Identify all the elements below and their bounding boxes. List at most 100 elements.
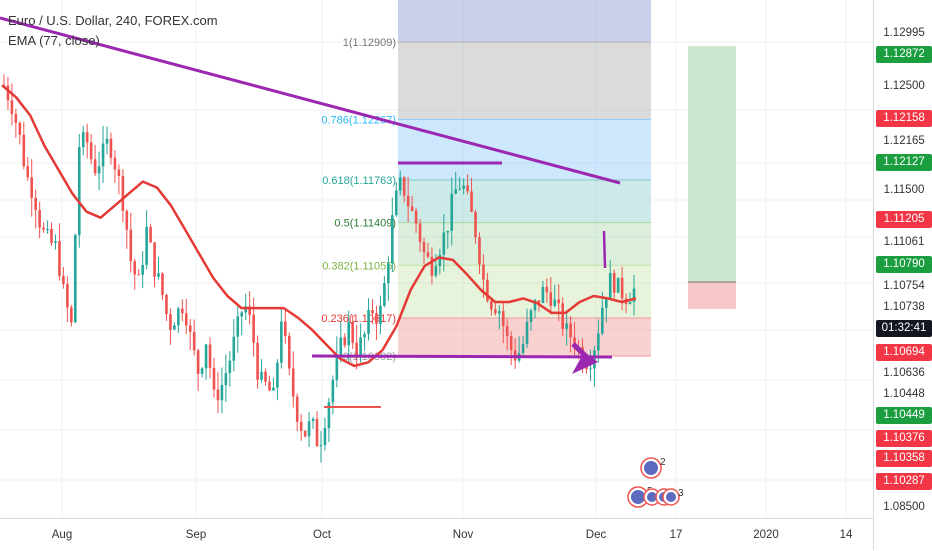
indicator-legend[interactable]: EMA (77, close) (8, 33, 100, 48)
candle-body (165, 294, 168, 315)
candle-body (561, 303, 564, 329)
candle-body (50, 229, 53, 243)
fib-level-label: 0.5(1.11409) (334, 218, 396, 230)
candle (121, 169, 125, 223)
candle-body (141, 264, 144, 275)
candle (470, 177, 473, 213)
candle-body (434, 266, 438, 276)
candle-body (133, 261, 137, 275)
candle (628, 292, 632, 305)
stop-zone (688, 282, 736, 309)
candle (414, 207, 418, 233)
candle-body (521, 344, 525, 354)
candle (422, 237, 426, 264)
descending-trendline (0, 16, 621, 185)
candle-body (343, 337, 347, 346)
candle (474, 209, 477, 244)
candle (101, 125, 105, 183)
candle-body (632, 288, 636, 303)
candle-body (501, 311, 505, 326)
candle-body (284, 321, 287, 336)
candle-body (30, 177, 34, 198)
candle (430, 247, 434, 285)
candle (113, 150, 117, 183)
candle (125, 209, 129, 249)
candle-body (497, 311, 501, 314)
candle-body (462, 185, 465, 189)
candle (632, 275, 636, 316)
time-axis-label: Sep (185, 529, 207, 541)
candle (442, 214, 446, 272)
candle (299, 413, 303, 441)
candle-body (204, 344, 208, 369)
candle (466, 174, 469, 195)
candle-body (38, 210, 41, 228)
candle-body (295, 396, 299, 422)
candle-body (505, 325, 509, 337)
candle-body (180, 308, 184, 314)
chart-area[interactable]: 0(1.10302)0.236(1.10617)0.382(1.11055)0.… (0, 0, 873, 518)
candle-body (58, 241, 61, 277)
candle-body (545, 286, 549, 293)
candle (545, 278, 549, 303)
candle-body (216, 389, 220, 401)
price-axis[interactable]: 1.12995 1.12872 1.12500 1.12158 1.12165 1.121… (873, 0, 932, 550)
price-axis-label: 1.10694 (876, 344, 932, 361)
candle (70, 304, 73, 327)
candle (228, 351, 232, 387)
event-badge[interactable]: 2 (640, 457, 666, 479)
candle-body (347, 321, 351, 346)
candle (236, 304, 240, 353)
event-badge[interactable]: 3 (662, 488, 684, 506)
candle (93, 144, 97, 176)
time-axis-label: Dec (585, 529, 607, 541)
candle-body (184, 313, 188, 326)
candle (192, 319, 196, 356)
price-axis-label: 1.10636 (883, 367, 925, 379)
candle-body (418, 223, 422, 243)
candle (363, 331, 366, 351)
candle-body (236, 316, 240, 337)
candle-body (145, 226, 148, 265)
candle-body (260, 371, 263, 380)
candle (490, 298, 493, 316)
candle-body (398, 177, 402, 191)
candle (402, 176, 406, 203)
candle-body (327, 402, 331, 429)
candle (58, 223, 61, 281)
candle (220, 367, 224, 414)
candle (141, 251, 144, 289)
candle-body (212, 367, 216, 390)
candle (323, 417, 327, 451)
candle-body (406, 195, 410, 207)
time-axis[interactable]: Aug Sep Oct Nov Dec 17 2020 14 (0, 518, 873, 551)
price-axis-label: 1.10738 (883, 301, 925, 313)
candle (145, 210, 148, 270)
candle-body (620, 277, 624, 299)
candle-body (228, 360, 232, 374)
candle (462, 178, 465, 195)
candle (458, 176, 461, 191)
candle-body (569, 323, 572, 338)
candle (268, 375, 271, 391)
candle (601, 291, 604, 336)
price-axis-label: 1.11205 (876, 211, 932, 228)
candle-body (355, 342, 358, 358)
price-axis-label: 1.12872 (876, 46, 932, 63)
time-axis-label: Nov (452, 529, 474, 541)
candle-body (34, 197, 37, 211)
candle (85, 123, 89, 159)
price-axis-label: 1.10358 (876, 450, 932, 467)
candle (34, 189, 37, 229)
candle-body (93, 159, 97, 174)
candle-body (173, 325, 176, 330)
fib-band (398, 42, 651, 120)
candle-body (244, 306, 247, 313)
candle-body (454, 189, 458, 194)
candle-body (224, 373, 228, 386)
candle-body (470, 191, 473, 212)
candle (486, 272, 489, 303)
time-axis-label: 2020 (753, 529, 779, 541)
event-badge-flag (644, 461, 658, 475)
candle-body (81, 132, 85, 148)
